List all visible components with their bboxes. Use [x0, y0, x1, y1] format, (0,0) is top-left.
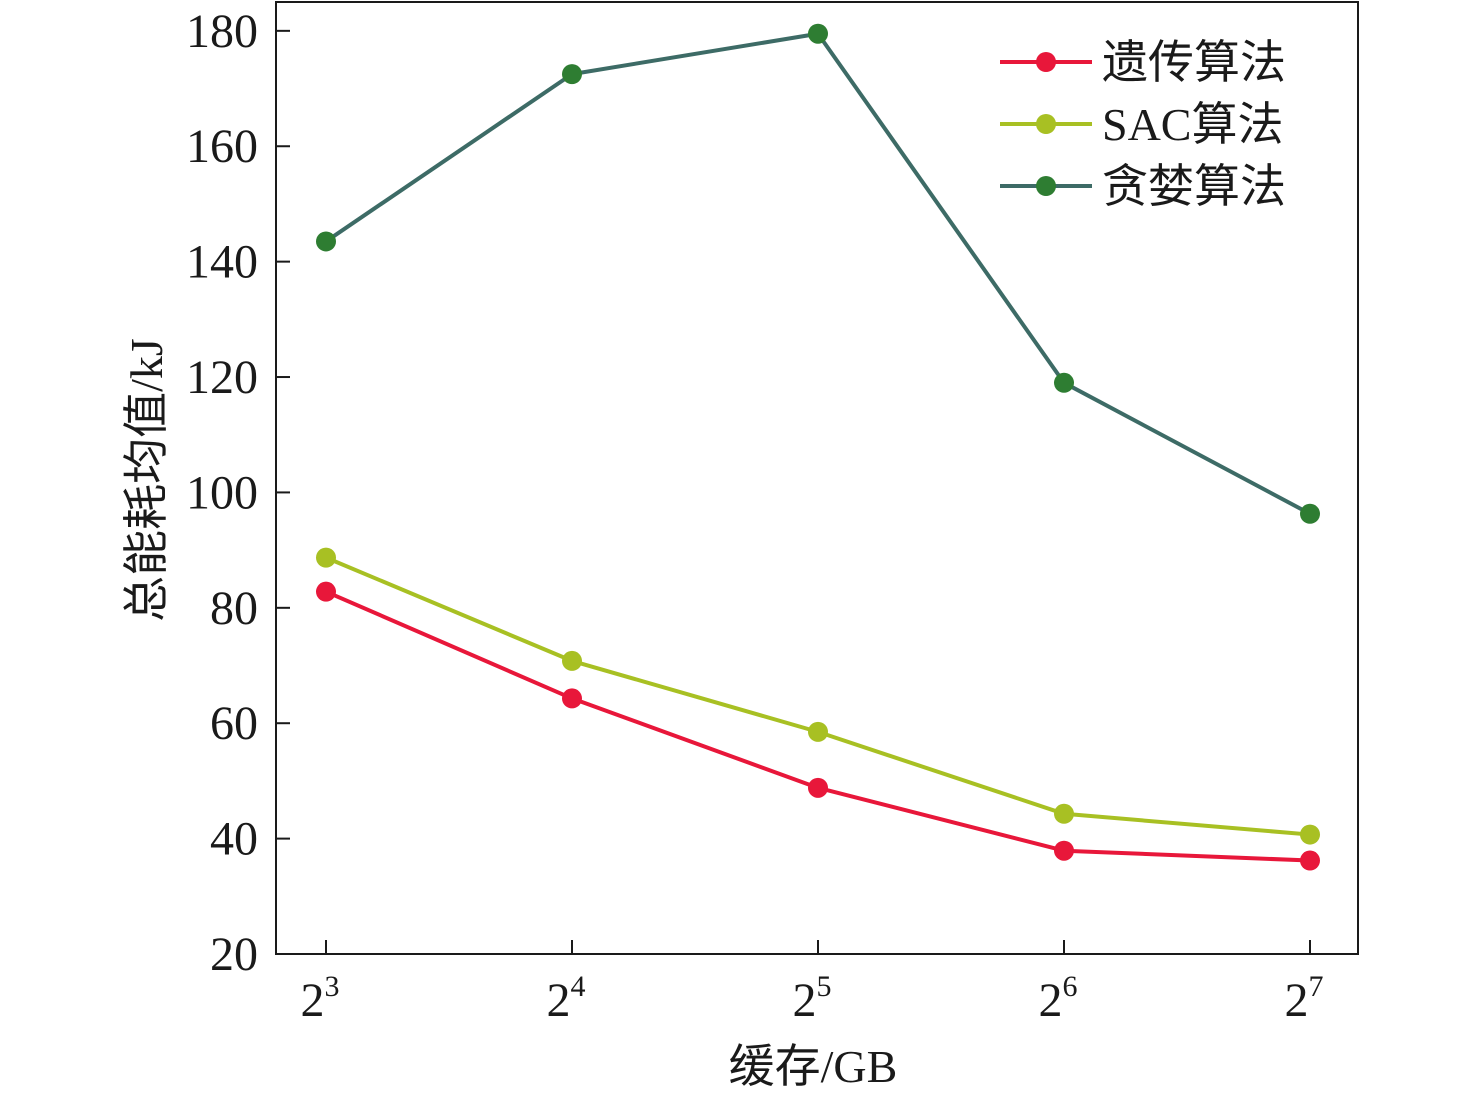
y-tick-label: 40 [210, 813, 258, 866]
legend-swatch-marker [1036, 114, 1056, 134]
legend-label: SAC算法 [1102, 99, 1283, 150]
x-tick-label: 23 [301, 970, 340, 1027]
legend-item: SAC算法 [1000, 99, 1283, 150]
legend-label: 贪婪算法 [1102, 161, 1286, 212]
y-tick-label: 20 [210, 928, 258, 981]
x-tick-exponent: 6 [1063, 970, 1078, 1003]
x-tick-base: 2 [793, 974, 817, 1027]
data-point [1054, 803, 1074, 824]
series-3 [316, 23, 1320, 524]
x-tick-label: 26 [1039, 970, 1078, 1027]
x-tick-label: 25 [793, 970, 832, 1027]
data-point [1300, 824, 1320, 845]
legend-item: 贪婪算法 [1000, 161, 1286, 212]
x-tick-base: 2 [547, 974, 571, 1027]
data-point [562, 64, 582, 85]
y-tick-label: 120 [186, 351, 258, 404]
legend-item: 遗传算法 [1000, 37, 1286, 88]
legend-swatch-marker [1036, 176, 1056, 196]
data-point [1300, 503, 1320, 524]
x-axis-title: 缓存/GB [729, 1041, 898, 1092]
data-point [808, 721, 828, 742]
legend-swatch-marker [1036, 52, 1056, 72]
x-tick-exponent: 5 [817, 970, 832, 1003]
x-tick-label: 27 [1285, 970, 1324, 1027]
data-point [562, 650, 582, 671]
data-point [1054, 840, 1074, 861]
x-tick-exponent: 7 [1309, 970, 1324, 1003]
data-point [1300, 850, 1320, 871]
x-tick-exponent: 4 [571, 970, 586, 1003]
data-point [562, 688, 582, 709]
y-tick-label: 80 [210, 582, 258, 635]
data-point [316, 547, 336, 568]
data-point [1054, 372, 1074, 393]
data-point [808, 777, 828, 798]
data-point [316, 231, 336, 252]
y-tick-label: 160 [186, 120, 258, 173]
x-tick-base: 2 [1039, 974, 1063, 1027]
data-point [808, 23, 828, 44]
series-2 [316, 547, 1320, 845]
y-tick-label: 140 [186, 236, 258, 289]
legend-label: 遗传算法 [1102, 37, 1286, 88]
series-layer [316, 23, 1320, 871]
series-1 [316, 581, 1320, 871]
x-tick-base: 2 [1285, 974, 1309, 1027]
y-axis-title: 总能耗均值/kJ [121, 338, 172, 622]
y-tick-label: 180 [186, 5, 258, 58]
y-tick-label: 100 [186, 466, 258, 519]
y-tick-label: 60 [210, 697, 258, 750]
data-point [316, 581, 336, 602]
x-tick-label: 24 [547, 970, 586, 1027]
x-tick-base: 2 [301, 974, 325, 1027]
x-tick-exponent: 3 [325, 970, 340, 1003]
